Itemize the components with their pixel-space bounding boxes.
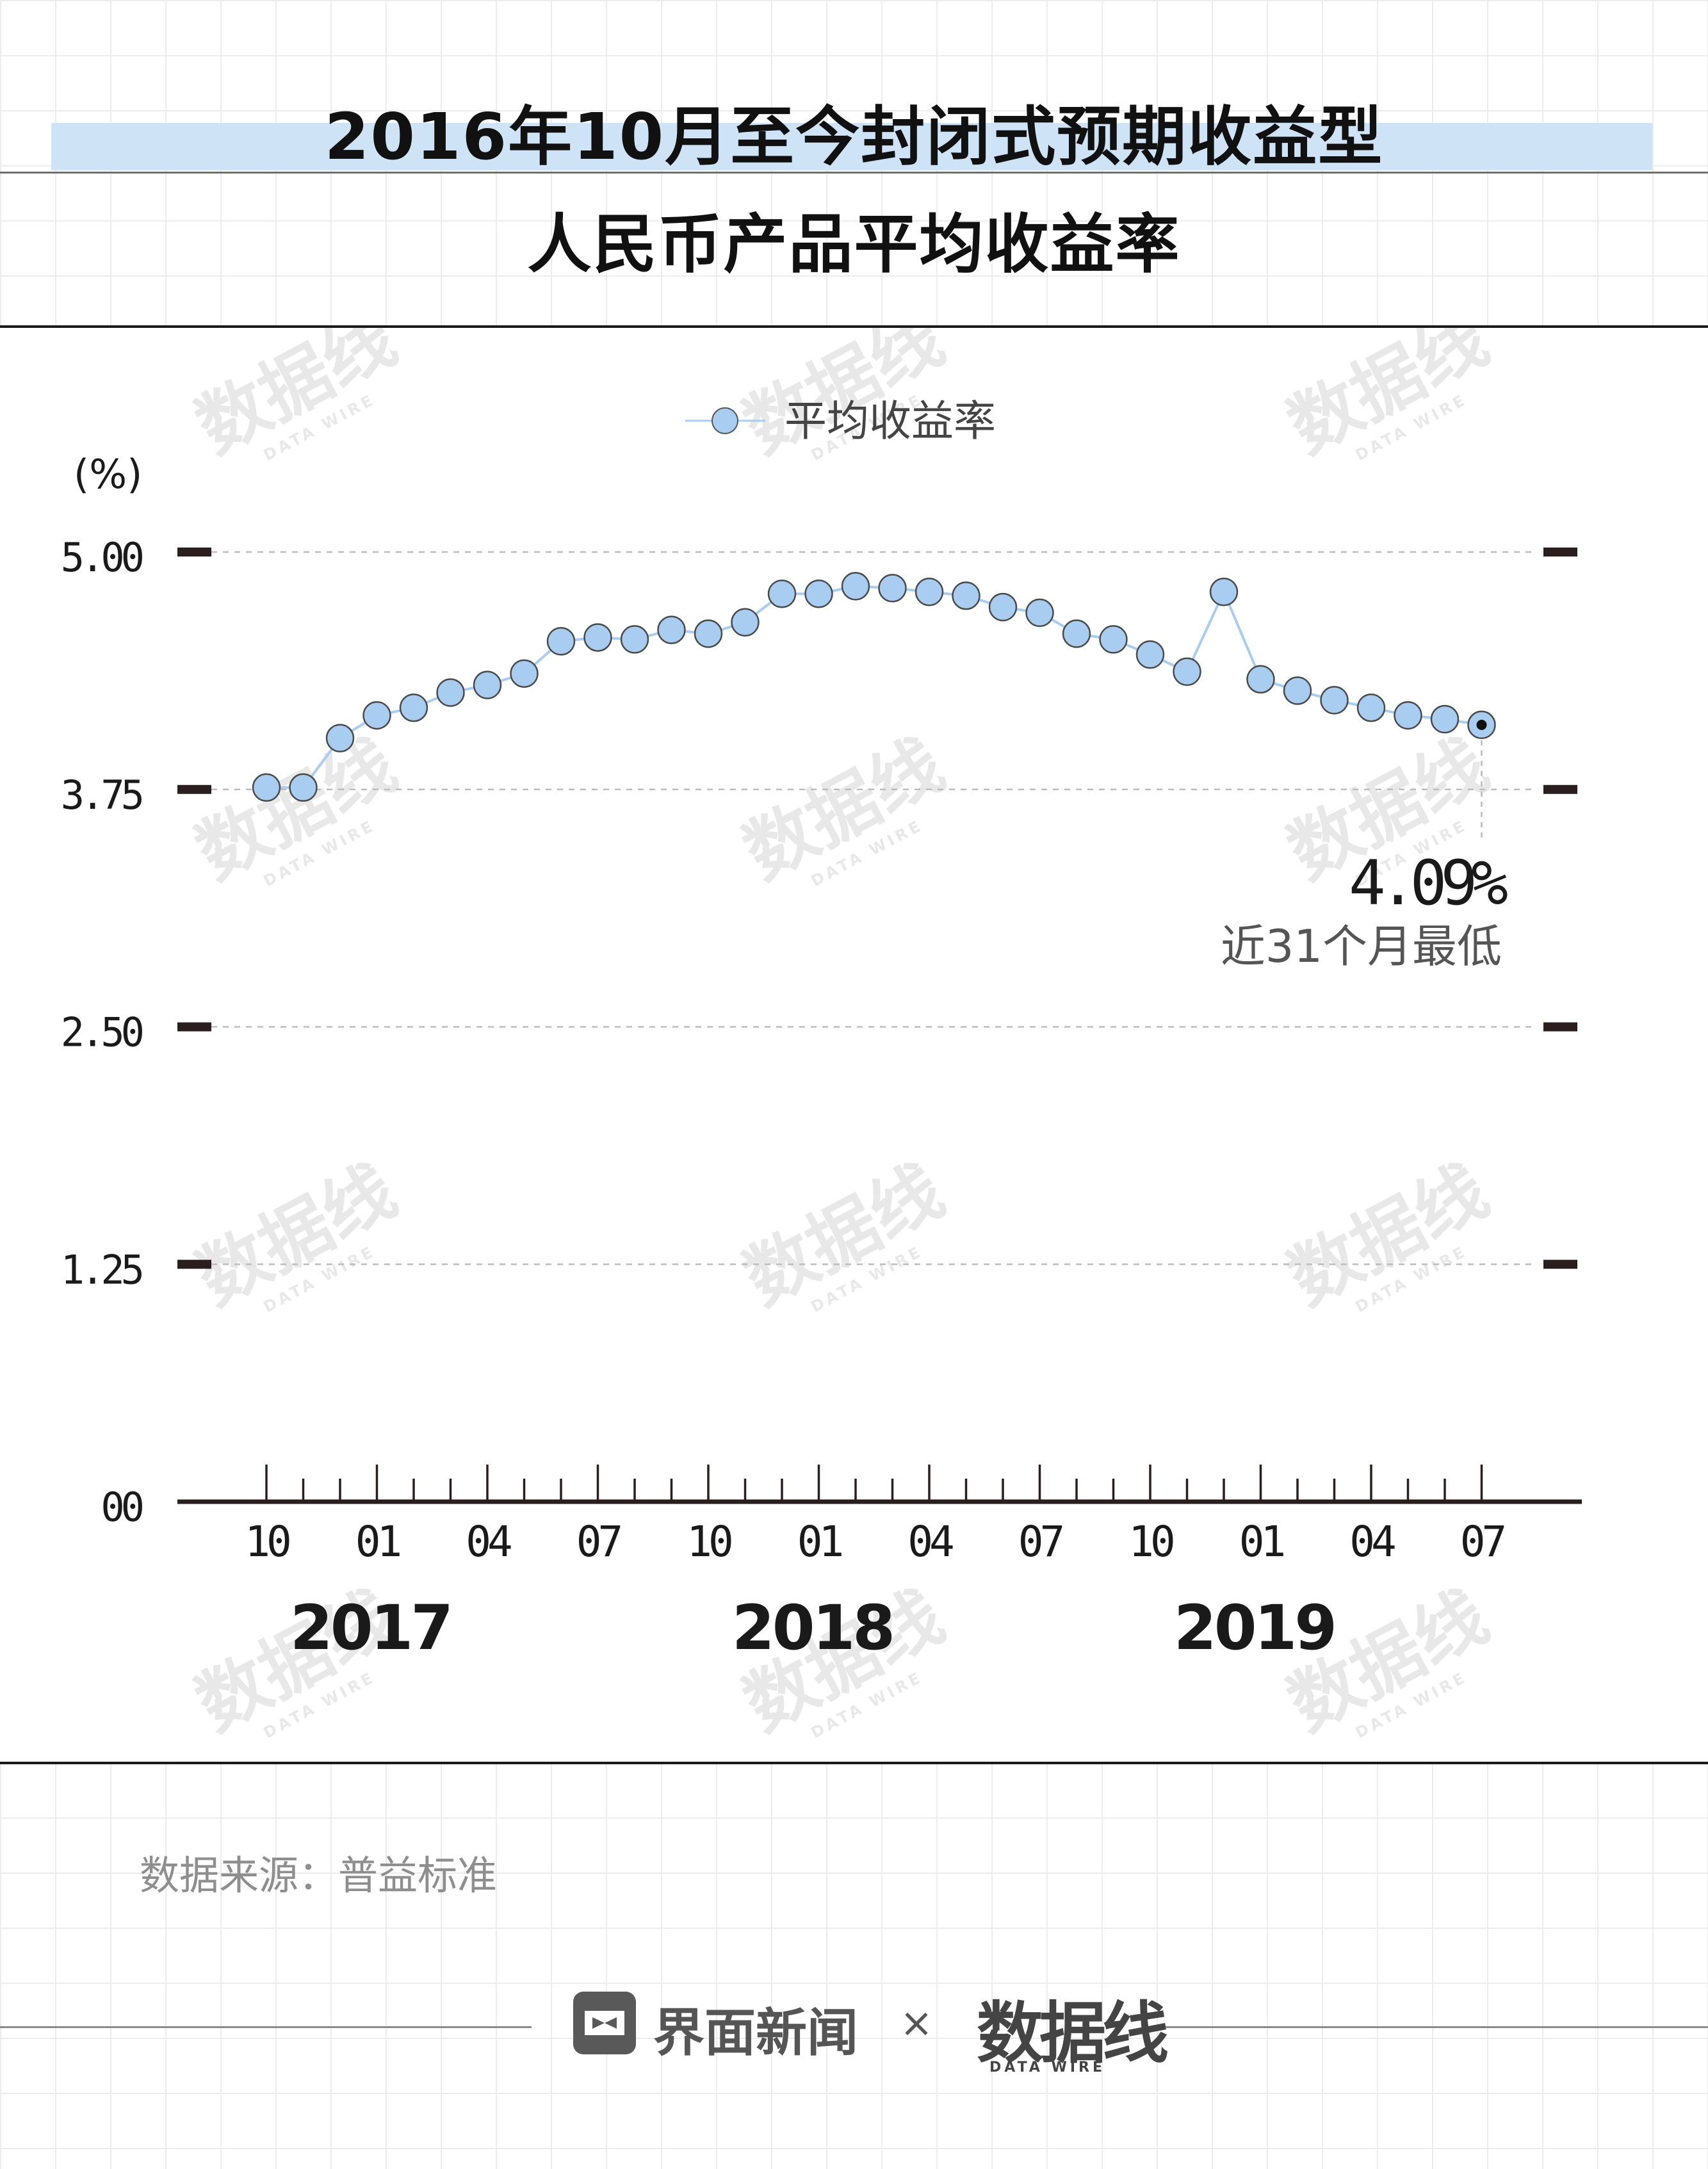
x-tick-label: 07 — [1018, 1517, 1062, 1566]
footer: 界面新闻 × 数据线 DATA WIRE — [0, 1972, 1708, 2081]
year-label: 2019 — [1174, 1592, 1335, 1664]
series-line — [266, 585, 1482, 789]
x-tick-label: 10 — [687, 1517, 731, 1566]
x-tick-label: 10 — [245, 1517, 289, 1566]
annotation-value: 4.09% — [1349, 847, 1508, 919]
y-tick-label: 1.25 — [61, 1246, 142, 1293]
title-highlight-band — [51, 123, 1652, 170]
data-point — [473, 670, 502, 699]
legend-marker — [712, 407, 738, 434]
data-point — [731, 608, 760, 637]
data-wire-logo: 数据线 — [977, 1994, 1169, 2072]
year-label: 2017 — [290, 1592, 451, 1664]
y-tick-label: 00 — [101, 1484, 142, 1531]
chart-title-line-1: 2016年10月至今封闭式预期收益型 — [324, 99, 1384, 174]
x-tick-label: 01 — [797, 1517, 842, 1566]
data-point — [1283, 676, 1312, 705]
data-point — [1025, 598, 1054, 628]
data-point — [1356, 693, 1386, 722]
data-point — [289, 773, 318, 802]
jiemian-logo-text: 界面新闻 — [653, 2003, 858, 2063]
data-point — [1209, 578, 1239, 606]
data-point — [915, 578, 944, 606]
y-tick-label: 3.75 — [61, 772, 142, 818]
data-point — [878, 574, 907, 603]
year-label: 2018 — [732, 1592, 893, 1664]
y-tick-bar-left — [177, 1022, 211, 1032]
chart-title-line-2: 人民币产品平均收益率 — [527, 207, 1181, 282]
data-point — [620, 625, 649, 654]
y-tick-bar-left — [177, 1260, 211, 1269]
data-point — [841, 572, 870, 601]
data-point — [1099, 625, 1128, 654]
x-tick-label: 04 — [466, 1517, 511, 1566]
data-point — [1135, 640, 1165, 669]
data-point — [1320, 686, 1349, 715]
x-tick-label: 04 — [1349, 1517, 1395, 1566]
x-tick-label: 01 — [1239, 1517, 1284, 1566]
jiemian-logo-icon — [573, 1992, 636, 2054]
data-point — [436, 678, 465, 707]
data-point — [1394, 701, 1422, 730]
data-point — [362, 701, 391, 730]
annotation-text: 近31个月最低 — [1221, 920, 1502, 973]
data-point — [1430, 704, 1460, 734]
data-wire-logo-subtitle: DATA WIRE — [989, 2059, 1105, 2076]
y-axis-unit-label: (%) — [74, 451, 142, 498]
data-point — [657, 615, 686, 644]
data-source-note: 数据来源：普益标准 — [140, 1852, 498, 1899]
title-divider — [0, 172, 1708, 174]
y-tick-bar-right — [1543, 784, 1577, 794]
y-tick-label: 2.50 — [61, 1009, 143, 1056]
footer-divider-right — [1166, 2026, 1708, 2028]
data-point — [252, 773, 281, 802]
chart-panel: 数据线 DATA WIRE 数据线 DATA WIRE 数据线 DATA WIRE 数据线 D… — [0, 325, 1708, 1764]
data-point — [952, 581, 980, 610]
y-tick-bar-right — [1543, 1260, 1577, 1269]
footer-divider-left — [0, 2026, 532, 2028]
data-point — [1246, 665, 1275, 694]
data-point — [325, 724, 355, 752]
x-tick-label: 04 — [907, 1517, 953, 1566]
y-tick-bar-right — [1543, 1022, 1577, 1032]
x-tick-label: 10 — [1128, 1517, 1173, 1566]
y-tick-bar-left — [177, 784, 211, 794]
y-tick-bar-left — [177, 548, 211, 556]
data-point — [1173, 657, 1201, 686]
legend-label: 平均收益率 — [785, 396, 996, 446]
data-point — [510, 659, 539, 688]
data-point — [1062, 619, 1091, 648]
x-tick-label: 07 — [576, 1517, 621, 1566]
data-point — [804, 580, 833, 608]
y-tick-bar-right — [1543, 548, 1577, 556]
last-point-highlight — [1476, 719, 1487, 730]
x-tick-label: 07 — [1460, 1517, 1504, 1566]
x-tick-label: 01 — [355, 1517, 400, 1566]
data-point — [399, 693, 428, 722]
data-point — [988, 592, 1018, 622]
data-point — [583, 623, 612, 652]
times-symbol: × — [900, 1999, 933, 2046]
data-point — [546, 627, 576, 656]
data-point — [694, 619, 723, 648]
data-point — [767, 580, 797, 608]
y-tick-label: 5.00 — [61, 534, 143, 581]
